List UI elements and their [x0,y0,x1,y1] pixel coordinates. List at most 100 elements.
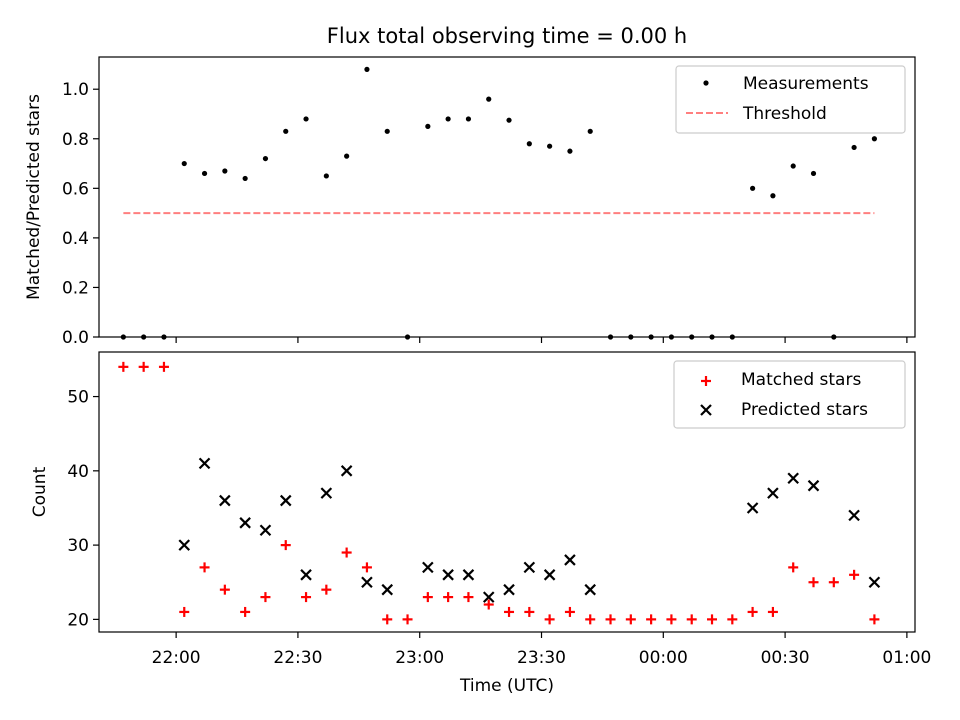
predicted-star-point [381,583,394,596]
bottom-plot-frame [98,351,916,633]
measurement-point [770,193,776,199]
measurement-point [425,123,431,129]
predicted-star-point [198,457,211,470]
measurement-point [526,141,532,147]
matched-star-point [483,599,494,610]
matched-star-point [422,592,433,603]
top-yticks: 0.0 0.2 0.4 0.6 0.8 1.0 [62,80,99,348]
predicted-star-point [361,576,373,589]
bottom-xticks: 22:00 22:30 23:00 23:30 00:00 00:30 01:00 [152,632,931,668]
matched-star-point [605,614,616,625]
top-plot-frame [98,56,916,338]
matched-star-point [686,614,697,625]
measurement-point [364,66,370,72]
matched-star-point [199,562,210,573]
matched-star-point [625,614,636,625]
measurement-point [242,175,248,182]
predicted-star-point [584,583,597,596]
predicted-star-point [422,561,434,574]
legend-matched-label: Matched stars [741,370,861,390]
legend-predicted-label: Predicted stars [741,400,868,420]
bottom-ytick-label: 30 [67,536,89,556]
predicted-star-point [320,487,333,499]
bottom-ylabel: Count [30,466,50,517]
bottom-xtick-label: 23:30 [517,648,566,668]
legend-measurements-marker [703,80,709,86]
bottom-xlabel: Time (UTC) [459,676,554,696]
predicted-star-point [219,494,231,507]
matched-star-point [382,614,393,625]
measurement-point [567,148,573,154]
matched-star-point [788,562,799,573]
top-panel: Matched/Predicted stars 0.0 0.2 0.4 0.6 0.8 1… [24,56,916,348]
measurement-point [384,128,390,134]
measurement-point [506,117,512,123]
top-xticks [175,337,908,343]
matched-star-point [544,614,555,625]
bottom-ytick-label: 40 [67,462,89,482]
predicted-star-point [259,524,272,537]
measurement-point [283,128,289,134]
matched-star-point [118,361,129,372]
measurement-point [547,143,553,149]
matched-star-point [138,361,149,372]
matched-star-point [443,592,454,603]
predicted-star-point [340,465,353,477]
matched-star-point [849,569,860,580]
bottom-ytick-label: 20 [67,610,89,630]
matched-star-point [524,606,535,617]
predicted-star-point [462,569,475,581]
legend-threshold-label: Threshold [742,104,827,124]
predicted-star-point [239,517,251,529]
legend-matched-marker [701,376,711,386]
bottom-yticks: 20 30 40 50 [67,388,99,630]
predicted-star-point [564,554,576,566]
matched-star-point [666,614,677,625]
measurement-point [262,155,269,162]
predicted-star-point [300,569,312,581]
bottom-ytick-label: 50 [67,388,89,408]
predicted-star-point [807,479,820,492]
matched-star-point [402,614,413,625]
measurement-point [790,163,796,169]
matched-star-point [240,606,251,617]
top-ytick-label: 0.0 [62,328,89,348]
measurement-point [465,116,472,122]
measurement-point [222,168,228,174]
measurement-point [181,160,187,167]
bottom-series [118,361,881,625]
bottom-xtick-label: 22:00 [152,648,201,668]
predicted-star-point [746,502,759,514]
matched-star-point [463,592,474,603]
top-ytick-label: 0.6 [62,179,89,199]
top-ytick-label: 1.0 [62,80,89,100]
bottom-xtick-label: 00:00 [639,648,688,668]
matched-star-point [585,614,596,625]
top-legend: Measurements Threshold [675,65,906,134]
bottom-panel: Count Time (UTC) 20 30 40 50 22:00 22:30 23:0… [30,351,931,696]
top-ytick-label: 0.8 [62,130,89,150]
matched-star-point [341,547,352,558]
predicted-star-point [523,561,536,574]
matched-star-point [707,614,718,625]
bottom-legend: Matched stars Predicted stars [673,360,906,429]
predicted-star-point [543,569,556,581]
matched-star-point [828,577,839,588]
matched-star-point [767,606,778,617]
matched-star-point [869,614,880,625]
top-legend-box [675,65,906,134]
matched-star-point [260,592,271,603]
matched-star-point [179,606,190,617]
bottom-xtick-label: 01:00 [882,648,931,668]
matched-star-point [747,606,758,617]
top-ylabel: Matched/Predicted stars [24,94,44,300]
matched-star-point [280,540,291,551]
bottom-legend-box [673,360,906,429]
top-series [120,66,878,340]
matched-star-point [219,584,230,595]
measurement-point [851,144,857,151]
predicted-star-point [503,583,515,596]
predicted-star-point [787,472,799,485]
predicted-star-point [279,494,292,507]
